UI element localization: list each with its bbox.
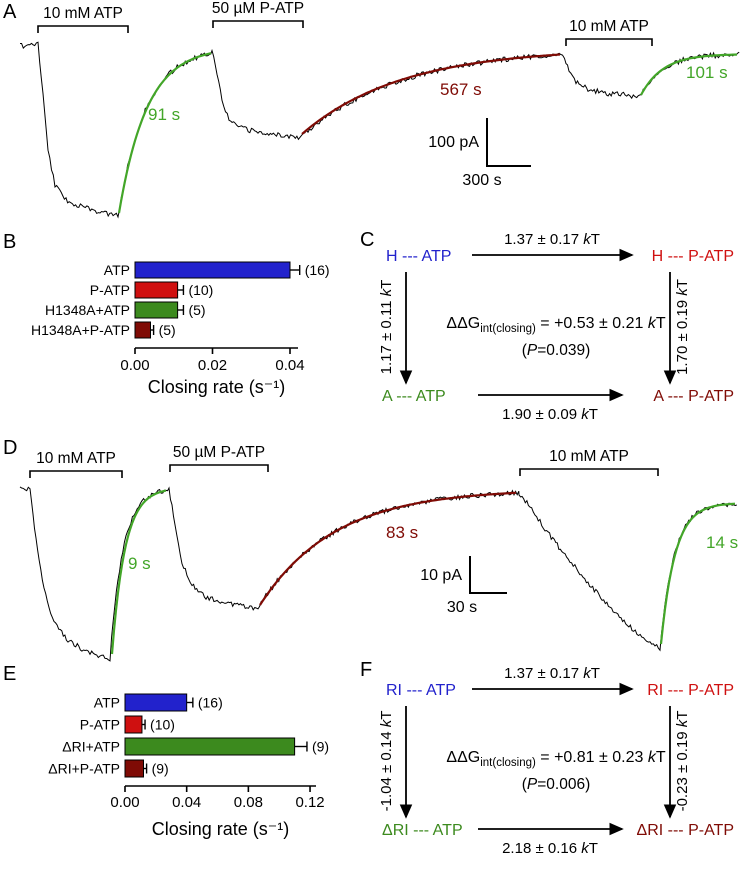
category-label: ΔRI+P-ATP: [48, 761, 120, 777]
n-count-label: (16): [198, 695, 223, 711]
time-constant-label: 83 s: [386, 523, 418, 542]
delta-g-equation: ΔΔGint(closing) = +0.81 ± 0.23 kT: [446, 749, 665, 769]
exp-fit-curve: [640, 53, 738, 96]
state-label: RI --- ATP: [386, 682, 456, 699]
state-label: RI --- P-ATP: [647, 682, 734, 699]
scale-bar-amplitude-label: 10 pA: [420, 567, 462, 584]
panel-label-c: C: [360, 229, 375, 251]
p-value: (P=0.006): [522, 776, 591, 793]
category-label: P-ATP: [90, 282, 130, 298]
bar: [134, 321, 151, 339]
scale-bar: [486, 118, 531, 167]
energy-label: 1.37 ± 0.17 kT: [504, 231, 600, 248]
category-label: H1348A+ATP: [45, 302, 130, 318]
panel-label-f: F: [360, 659, 373, 681]
application-label: 50 µM P-ATP: [173, 444, 265, 461]
state-label: ΔRI --- P-ATP: [637, 822, 735, 839]
bar: [124, 715, 143, 734]
scale-bar-amplitude-label: 100 pA: [428, 134, 479, 151]
n-count-label: (5): [188, 302, 205, 318]
n-count-label: (5): [159, 322, 176, 338]
axis-tick-label: 0.04: [275, 357, 304, 374]
axis-title: Closing rate (s⁻¹): [148, 377, 286, 397]
energy-label: 1.70 ± 0.19 kT: [674, 279, 691, 375]
application-bracket: [565, 38, 653, 46]
application-label: 10 mM ATP: [569, 18, 649, 35]
application-bracket: [37, 25, 129, 33]
p-value: (P=0.039): [522, 342, 591, 359]
axis-tick-label: 0.04: [172, 794, 201, 811]
n-count-label: (10): [150, 717, 175, 733]
energy-label: 1.90 ± 0.09 kT: [502, 406, 598, 423]
current-trace-panel-d: 10 mM ATP 50 µM P-ATP 10 mM ATP 9 s 83 s 14 s…: [19, 444, 738, 662]
application-bracket: [29, 470, 123, 478]
category-label: P-ATP: [80, 717, 120, 733]
category-label: H1348A+P-ATP: [31, 322, 130, 338]
axis-title: Closing rate (s⁻¹): [152, 819, 290, 839]
application-label: 50 µM P-ATP: [212, 0, 304, 17]
bar: [124, 693, 188, 712]
application-label: 10 mM ATP: [43, 5, 123, 22]
exp-fit-curve: [110, 489, 167, 655]
state-label: H --- P-ATP: [652, 248, 734, 265]
current-trace: [20, 41, 740, 219]
time-constant-label: 101 s: [686, 63, 728, 82]
thermodynamic-cycle-panel-c: H --- ATP H --- P-ATP A --- ATP A --- P-ATP…: [378, 231, 734, 423]
energy-label: -0.23 ± 0.19 kT: [674, 711, 691, 812]
n-count-label: (16): [305, 262, 330, 278]
state-label: H --- ATP: [386, 248, 451, 265]
panel-label-a: A: [3, 1, 17, 23]
thermodynamic-cycle-panel-f: RI --- ATP RI --- P-ATP ΔRI --- ATP ΔRI ---…: [378, 665, 735, 857]
bar: [134, 301, 179, 319]
exp-fit-curve: [117, 52, 212, 214]
bar: [124, 737, 296, 756]
bar: [134, 281, 179, 299]
exp-fit-curve: [259, 491, 517, 606]
n-count-label: (9): [152, 761, 169, 777]
bar-chart-panel-e: 0.00 0.04 0.08 0.12 Closing rate (s⁻¹) ATP (16…: [48, 693, 329, 839]
bar: [124, 759, 145, 778]
delta-g-equation: ΔΔGint(closing) = +0.53 ± 0.21 kT: [446, 315, 665, 335]
panel-label-e: E: [3, 663, 17, 685]
category-label: ΔRI+ATP: [62, 739, 120, 755]
time-constant-label: 9 s: [128, 554, 151, 573]
time-constant-label: 14 s: [706, 533, 738, 552]
category-label: ATP: [94, 695, 120, 711]
state-label: A --- P-ATP: [653, 388, 734, 405]
n-count-label: (10): [188, 282, 213, 298]
state-label: ΔRI --- ATP: [382, 822, 463, 839]
exp-fit-curve: [659, 502, 736, 645]
application-label: 10 mM ATP: [549, 448, 629, 465]
scale-bar: [469, 556, 507, 594]
energy-label: -1.04 ± 0.14 kT: [378, 711, 395, 812]
axis-tick-label: 0.12: [295, 794, 324, 811]
exp-fit-curve: [301, 53, 561, 135]
panel-label-d: D: [3, 437, 18, 459]
axis-tick-label: 0.08: [234, 794, 263, 811]
category-label: ATP: [104, 262, 130, 278]
scale-bar-time-label: 30 s: [447, 599, 477, 616]
application-bracket: [169, 464, 269, 472]
application-bracket: [519, 468, 659, 476]
application-label: 10 mM ATP: [36, 450, 116, 467]
state-label: A --- ATP: [382, 388, 446, 405]
current-trace-panel-a: 10 mM ATP 50 µM P-ATP 10 mM ATP 91 s 567 s 10…: [20, 0, 740, 219]
n-count-label: (9): [312, 739, 329, 755]
axis-tick-label: 0.02: [198, 357, 227, 374]
axis-tick-label: 0.00: [120, 357, 149, 374]
energy-label: 1.37 ± 0.17 kT: [504, 665, 600, 682]
time-constant-label: 567 s: [440, 80, 482, 99]
bar-chart-panel-b: 0.00 0.02 0.04 Closing rate (s⁻¹) ATP (16) P-A…: [31, 261, 330, 397]
bar: [134, 261, 291, 279]
application-bracket: [212, 20, 304, 28]
scale-bar-time-label: 300 s: [462, 172, 501, 189]
energy-label: 2.18 ± 0.16 kT: [502, 840, 598, 857]
time-constant-label: 91 s: [148, 105, 180, 124]
axis-tick-label: 0.00: [110, 794, 139, 811]
panel-label-b: B: [3, 231, 17, 253]
energy-label: 1.17 ± 0.11 kT: [378, 280, 395, 375]
